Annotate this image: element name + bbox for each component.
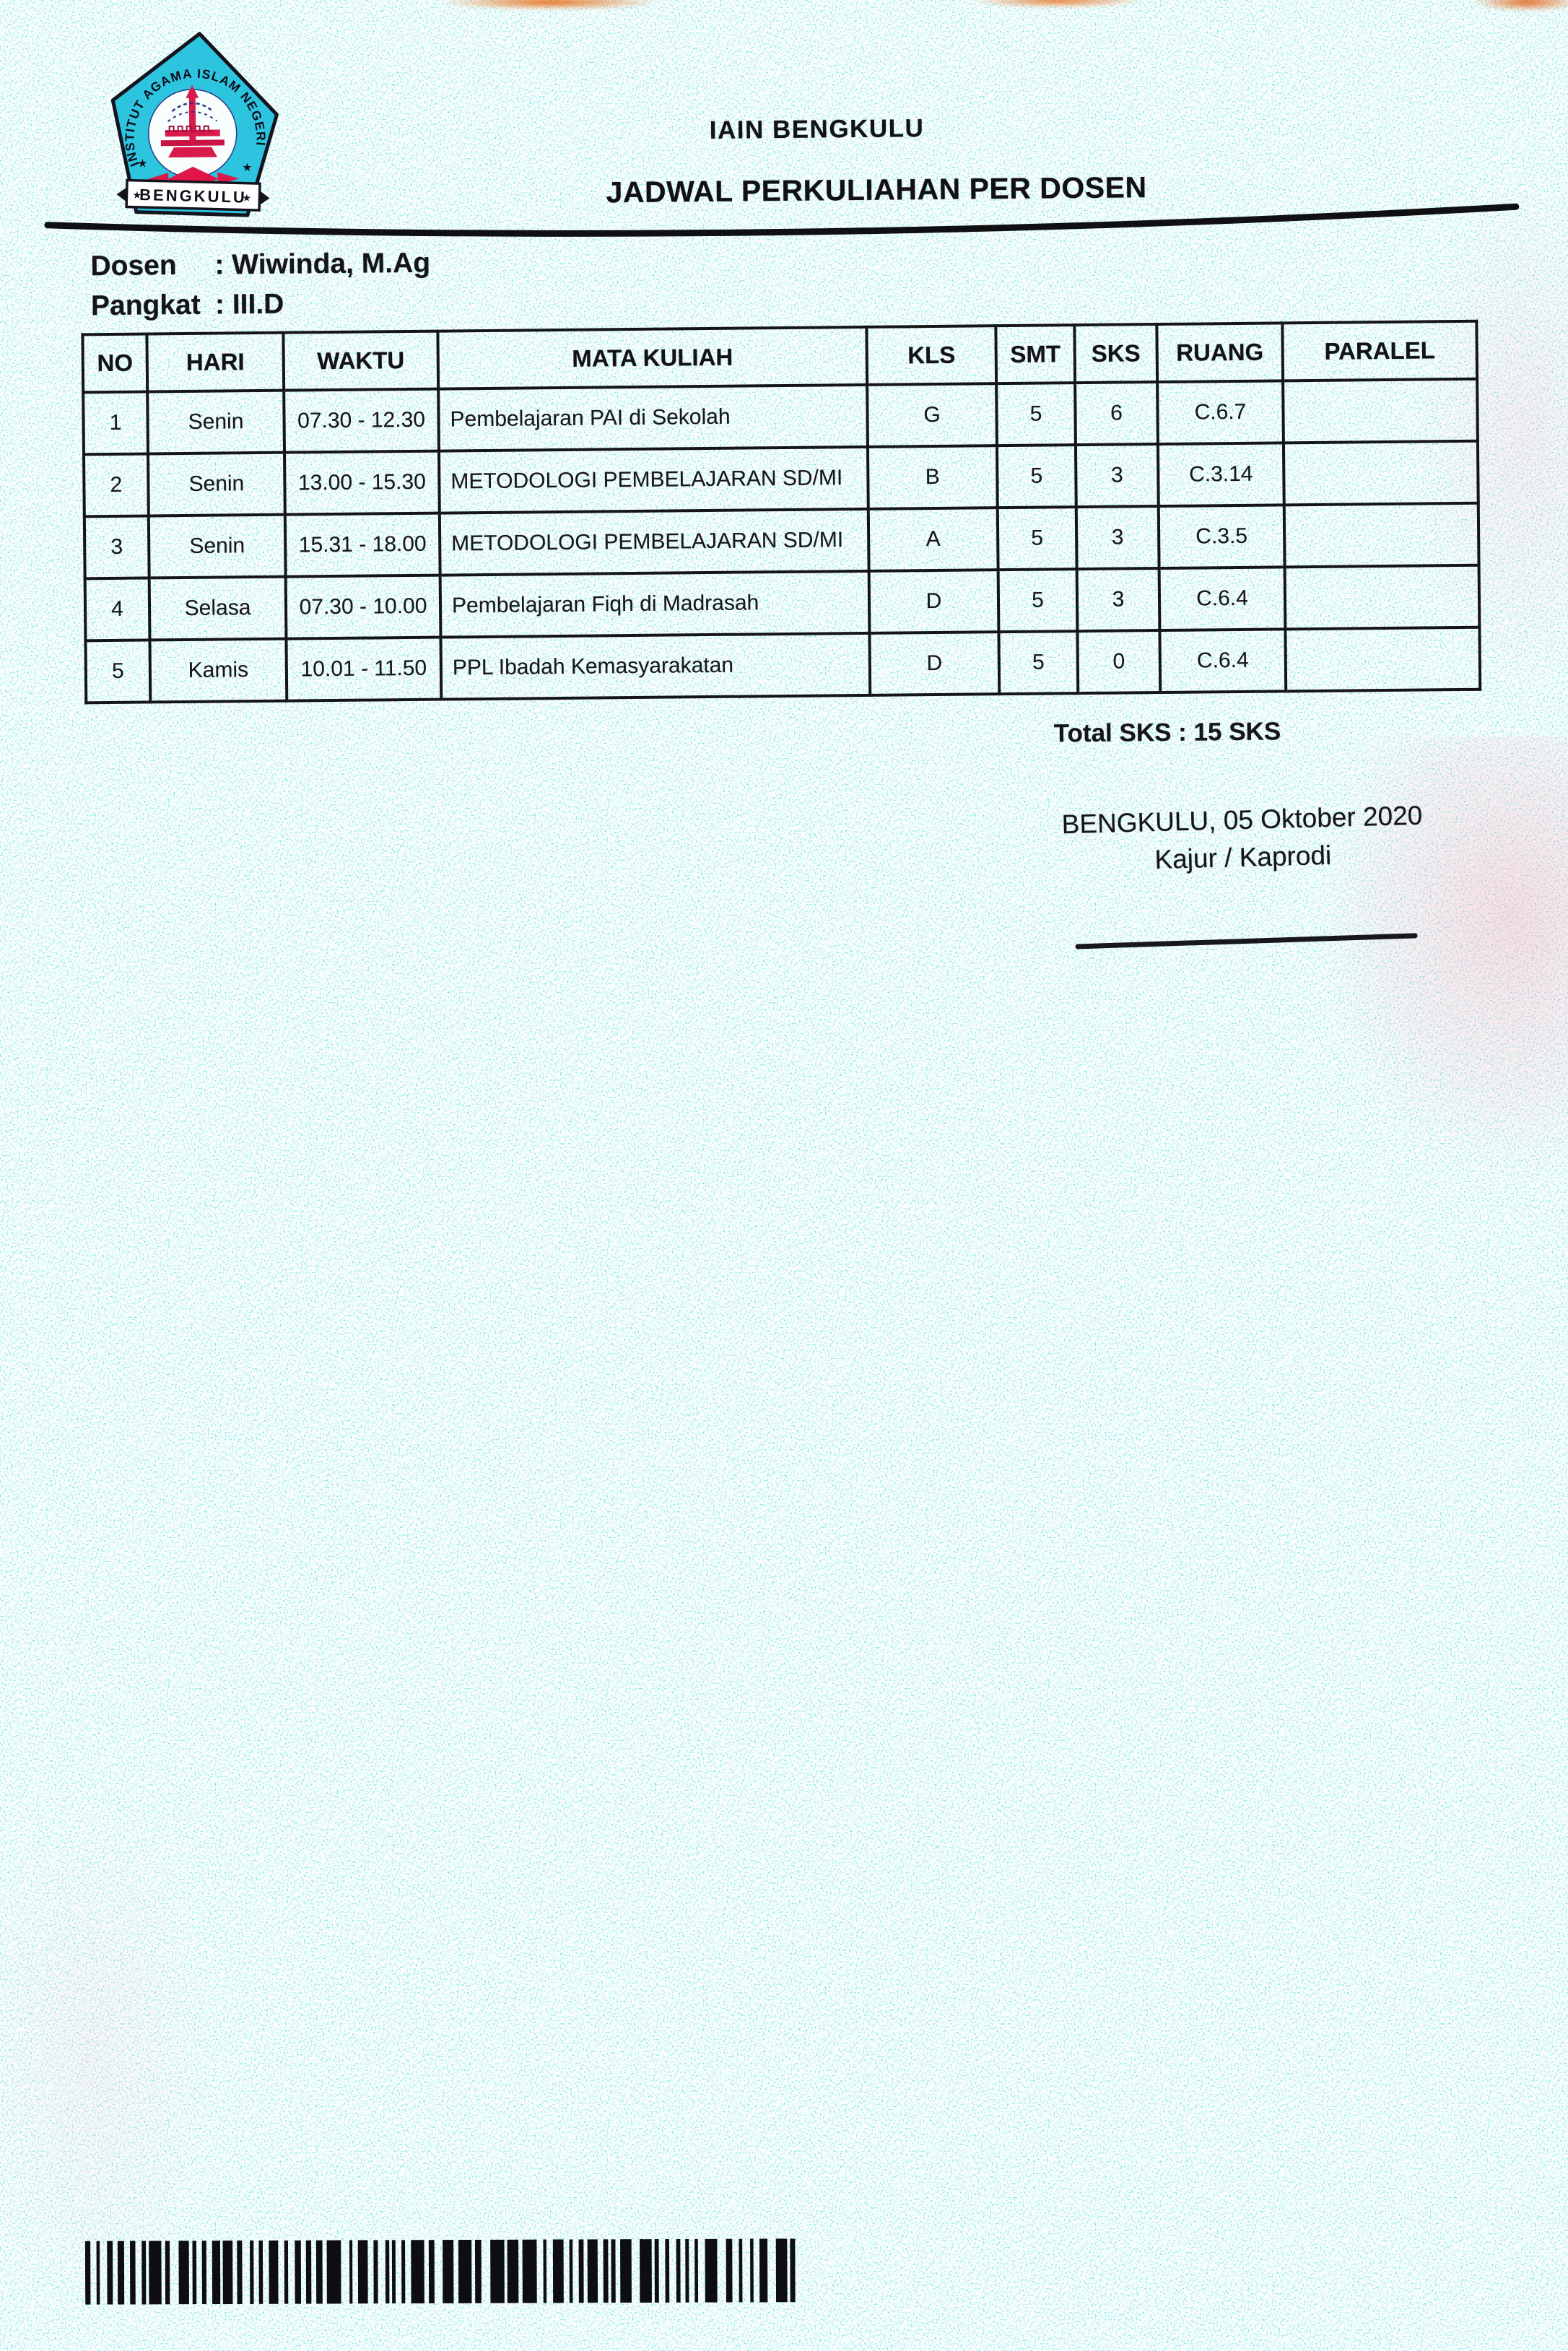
cell-sks: 3 [1075, 444, 1159, 508]
signature-block: BENGKULU, 05 Oktober 2020 Kajur / Kaprod… [1047, 796, 1438, 881]
cell-smt: 5 [996, 445, 1076, 508]
col-header-paralel: PARALEL [1282, 321, 1478, 381]
institution-name: IAIN BENGKULU [709, 114, 925, 144]
cell-mata kuliah: Pembelajaran Fiqh di Madrasah [440, 570, 870, 638]
cell-mata kuliah: PPL Ibadah Kemasyarakatan [440, 633, 871, 700]
cell-kls: A [868, 508, 998, 571]
total-sks: Total SKS : 15 SKS [1053, 717, 1281, 748]
col-header-hari: HARI [147, 332, 284, 392]
cell-hari: Kamis [149, 638, 287, 703]
cell-hari: Selasa [149, 576, 287, 640]
pangkat-value: : III.D [214, 288, 284, 321]
logo-ribbon-star-right: ★ [242, 192, 251, 204]
cell-ruang: C.6.4 [1159, 629, 1286, 693]
logo-star-left: ★ [137, 157, 148, 170]
cell-sks: 6 [1075, 382, 1158, 446]
signature-line [1075, 933, 1418, 949]
cell-mata kuliah: METODOLOGI PEMBELAJARAN SD/MI [438, 446, 868, 513]
cell-no: 2 [84, 453, 149, 517]
dosen-row: Dosen : Wiwinda, M.Ag [90, 248, 430, 283]
col-header-waktu: WAKTU [283, 331, 439, 391]
cell-sks: 0 [1077, 630, 1161, 694]
cell-kls: D [869, 632, 1000, 695]
cell-mata kuliah: METODOLOGI PEMBELAJARAN SD/MI [439, 508, 869, 575]
cell-ruang: C.6.7 [1157, 381, 1284, 445]
cell-ruang: C.3.14 [1157, 443, 1284, 507]
logo-star-right: ★ [242, 162, 253, 174]
cell-smt: 5 [998, 631, 1079, 695]
scan-edge-smudge [973, 0, 1143, 8]
cell-paralel [1283, 440, 1478, 505]
cell-no: 4 [84, 578, 150, 641]
cell-hari: Senin [148, 452, 285, 516]
cell-hari: Senin [148, 514, 286, 578]
col-header-ruang: RUANG [1157, 323, 1284, 383]
cell-no: 1 [83, 391, 149, 455]
cell-no: 3 [84, 516, 149, 579]
iain-bengkulu-logo: INSTITUT AGAMA ISLAM NEGERI ★ ★ BENGKULU… [110, 32, 279, 217]
scan-edge-smudge [442, 0, 658, 10]
cell-kls: D [868, 570, 999, 633]
cell-hari: Senin [147, 390, 284, 454]
cell-kls: B [867, 446, 998, 509]
cell-smt: 5 [996, 383, 1076, 446]
cell-sks: 3 [1076, 568, 1160, 632]
cell-waktu: 07.30 - 10.00 [285, 575, 441, 639]
cell-waktu: 10.01 - 11.50 [286, 637, 442, 701]
schedule-table-body: 1 Senin 07.30 - 12.30 Pembelajaran PAI di S… [83, 378, 1481, 703]
table-row: 5 Kamis 10.01 - 11.50 PPL Ibadah Kemasyarak… [85, 627, 1481, 703]
cell-sks: 3 [1076, 506, 1159, 570]
barcode [84, 2238, 796, 2305]
dosen-value: : Wiwinda, M.Ag [214, 247, 431, 281]
col-header-kls: KLS [866, 326, 997, 385]
cell-no: 5 [85, 640, 151, 703]
col-header-mata-kuliah: MATA KULIAH [437, 326, 868, 389]
logo-ribbon-text: BENGKULU [139, 186, 247, 207]
cell-paralel [1285, 627, 1481, 692]
col-header-smt: SMT [996, 325, 1076, 384]
cell-mata kuliah: Pembelajaran PAI di Sekolah [438, 384, 868, 451]
header-divider-line [44, 203, 1520, 237]
pangkat-label: Pangkat [90, 289, 201, 322]
col-header-sks: SKS [1074, 324, 1158, 383]
dosen-label: Dosen [90, 250, 177, 282]
logo-ribbon-star-left: ★ [132, 189, 141, 201]
cell-waktu: 13.00 - 15.30 [284, 451, 440, 515]
schedule-table: NO HARI WAKTU MATA KULIAH KLS SMT SKS RUANG PARA… [81, 320, 1481, 705]
pangkat-row: Pangkat : III.D [91, 289, 284, 323]
col-header-no: NO [82, 334, 148, 393]
cell-kls: G [867, 383, 997, 447]
logo-emblem [160, 84, 225, 158]
cell-waktu: 15.31 - 18.00 [284, 513, 440, 577]
cell-smt: 5 [997, 507, 1077, 570]
cell-smt: 5 [998, 569, 1078, 633]
cell-paralel [1283, 378, 1478, 443]
cell-paralel [1284, 565, 1480, 630]
cell-ruang: C.3.5 [1158, 505, 1285, 569]
scan-edge-smudge [1473, 0, 1568, 12]
cell-paralel [1284, 503, 1479, 568]
logo-ribbon: BENGKULU ★ ★ [116, 178, 270, 212]
cell-waktu: 07.30 - 12.30 [284, 388, 439, 453]
cell-ruang: C.6.4 [1159, 567, 1286, 631]
